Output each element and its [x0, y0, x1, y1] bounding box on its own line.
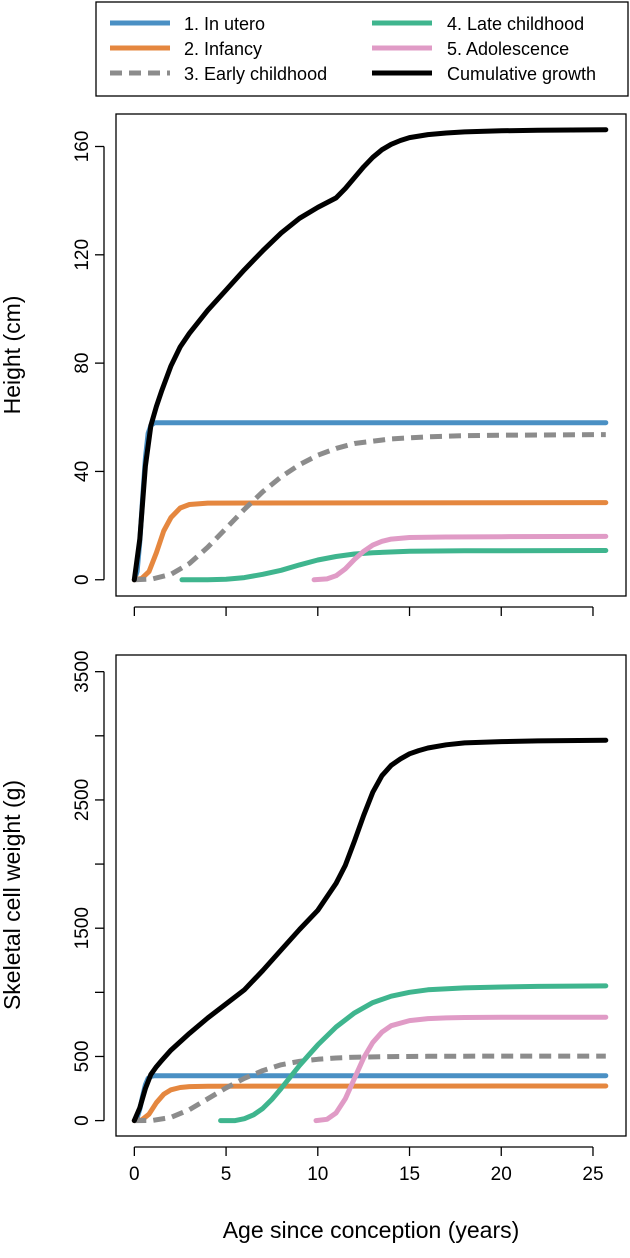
- height-y-tick-label: 0: [72, 574, 93, 585]
- legend-label-in-utero: 1. In utero: [184, 14, 265, 34]
- legend-box: [95, 1, 629, 97]
- height-x-axis: [133, 606, 594, 616]
- weight-y-tick-label: 500: [72, 1041, 93, 1073]
- x-axis-label: Age since conception (years): [223, 1217, 520, 1243]
- weight-x-tick-label: 10: [307, 1164, 328, 1185]
- height-y-tick-label: 40: [72, 461, 93, 482]
- height-y-axis-label: Height (cm): [0, 296, 25, 415]
- weight-x-tick-label: 0: [129, 1164, 140, 1185]
- legend-entry-cumulative: Cumulative growth: [372, 64, 596, 84]
- legend-label-cumulative: Cumulative growth: [447, 64, 596, 84]
- weight-series-4-late-childhood: [218, 983, 609, 1124]
- weight-series: [131, 737, 609, 1124]
- legend-label-early-childhood: 3. Early childhood: [184, 64, 327, 84]
- weight-series-2-infancy: [131, 1083, 609, 1124]
- weight-x-axis: 0 5 10 15 20 25: [129, 1146, 604, 1185]
- height-series-5-adolescence: [311, 533, 609, 583]
- legend-entry-infancy: 2. Infancy: [110, 39, 262, 59]
- height-y-axis: 0 40 80 120 160: [72, 131, 105, 585]
- legend-entry-in-utero: 1. In utero: [110, 14, 265, 34]
- height-series-4-late-childhood: [179, 548, 609, 583]
- height-series-cumulative-growth: [131, 127, 609, 583]
- weight-y-tick-label: 3500: [72, 651, 93, 693]
- weight-x-tick-label: 25: [582, 1164, 603, 1185]
- weight-x-tick-label: 5: [221, 1164, 232, 1185]
- legend-label-infancy: 2. Infancy: [184, 39, 262, 59]
- legend-entry-early-childhood: 3. Early childhood: [110, 64, 327, 84]
- weight-series-5-adolescence: [313, 1014, 609, 1124]
- height-series-3-early-childhood: [134, 432, 606, 583]
- weight-y-tick-label: 0: [72, 1115, 93, 1126]
- height-y-tick-label: 120: [72, 239, 93, 271]
- weight-y-axis-label: Skeletal cell weight (g): [0, 780, 25, 1010]
- legend-label-adolescence: 5. Adolescence: [447, 39, 569, 59]
- weight-plot-frame: [115, 654, 627, 1137]
- weight-y-axis: 0 500 1500 2500 3500: [72, 651, 105, 1126]
- weight-panel: 0 5 10 15 20 25 0 500 1500 2500 3500 Skeletal cel…: [0, 651, 627, 1185]
- height-y-tick-label: 160: [72, 131, 93, 163]
- weight-y-tick-label: 2500: [72, 779, 93, 821]
- legend-label-late-childhood: 4. Late childhood: [447, 14, 584, 34]
- height-plot-frame: [115, 113, 627, 597]
- legend-entry-adolescence: 5. Adolescence: [372, 39, 569, 59]
- weight-x-tick-label: 20: [491, 1164, 512, 1185]
- legend-entry-late-childhood: 4. Late childhood: [372, 14, 584, 34]
- height-y-tick-label: 80: [72, 353, 93, 374]
- weight-series-cumulative-growth: [131, 737, 609, 1124]
- height-panel: 0 40 80 120 160 Height (cm): [0, 113, 627, 616]
- weight-x-tick-label: 15: [399, 1164, 420, 1185]
- height-series-2-infancy: [131, 500, 609, 583]
- legend: 1. In utero 2. Infancy 3. Early childhoo…: [95, 1, 629, 97]
- height-series: [131, 127, 609, 583]
- weight-y-tick-label: 1500: [72, 907, 93, 949]
- weight-series-3-early-childhood: [134, 1053, 606, 1124]
